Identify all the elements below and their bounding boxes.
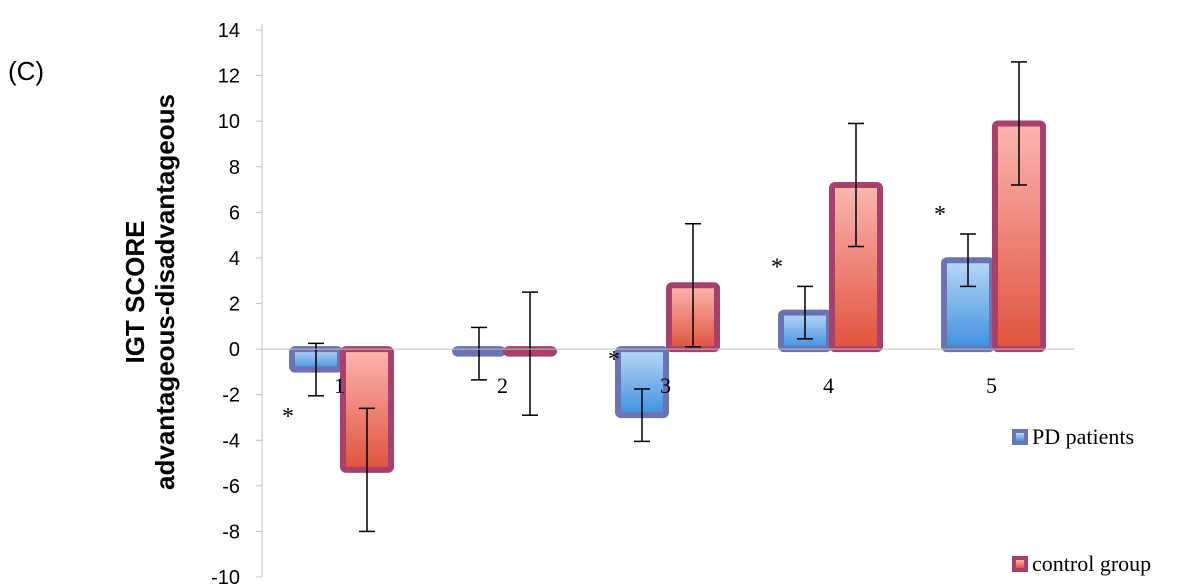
significance-marker: * [771, 254, 783, 280]
panel-label: (C) [8, 56, 45, 86]
y-tick-label: -10 [211, 567, 240, 584]
y-tick-label: -2 [222, 385, 240, 407]
x-tick-label: 1 [334, 373, 345, 398]
y-tick-label: 10 [218, 111, 240, 133]
y-tick-label: -4 [222, 430, 240, 452]
legend-label-control-group: control group [1032, 551, 1152, 576]
legend-item-control-group: control group [1012, 551, 1151, 577]
y-tick-label: 2 [229, 294, 240, 316]
legend-swatch-pd-patients [1012, 429, 1028, 445]
y-tick-label: -6 [222, 476, 240, 498]
significance-marker: * [608, 347, 620, 373]
significance-marker: * [934, 202, 946, 228]
significance-marker: * [282, 404, 294, 430]
legend-label-pd-patients: PD patients [1032, 424, 1135, 449]
y-tick-label: -8 [222, 521, 240, 543]
y-tick-label: 6 [229, 202, 240, 224]
y-tick-label: 12 [218, 66, 240, 88]
y-tick-label: 8 [229, 157, 240, 179]
legend-item-pd-patients: PD patients [1012, 424, 1134, 450]
x-tick-label: 2 [497, 373, 508, 398]
y-tick-label: 0 [229, 339, 240, 361]
x-tick-label: 4 [823, 373, 834, 398]
x-tick-label: 5 [986, 373, 997, 398]
legend-swatch-control-group [1012, 556, 1028, 572]
x-tick-label: 3 [660, 373, 671, 398]
y-tick-label: 14 [218, 20, 240, 42]
y-tick-label: 4 [229, 248, 240, 270]
